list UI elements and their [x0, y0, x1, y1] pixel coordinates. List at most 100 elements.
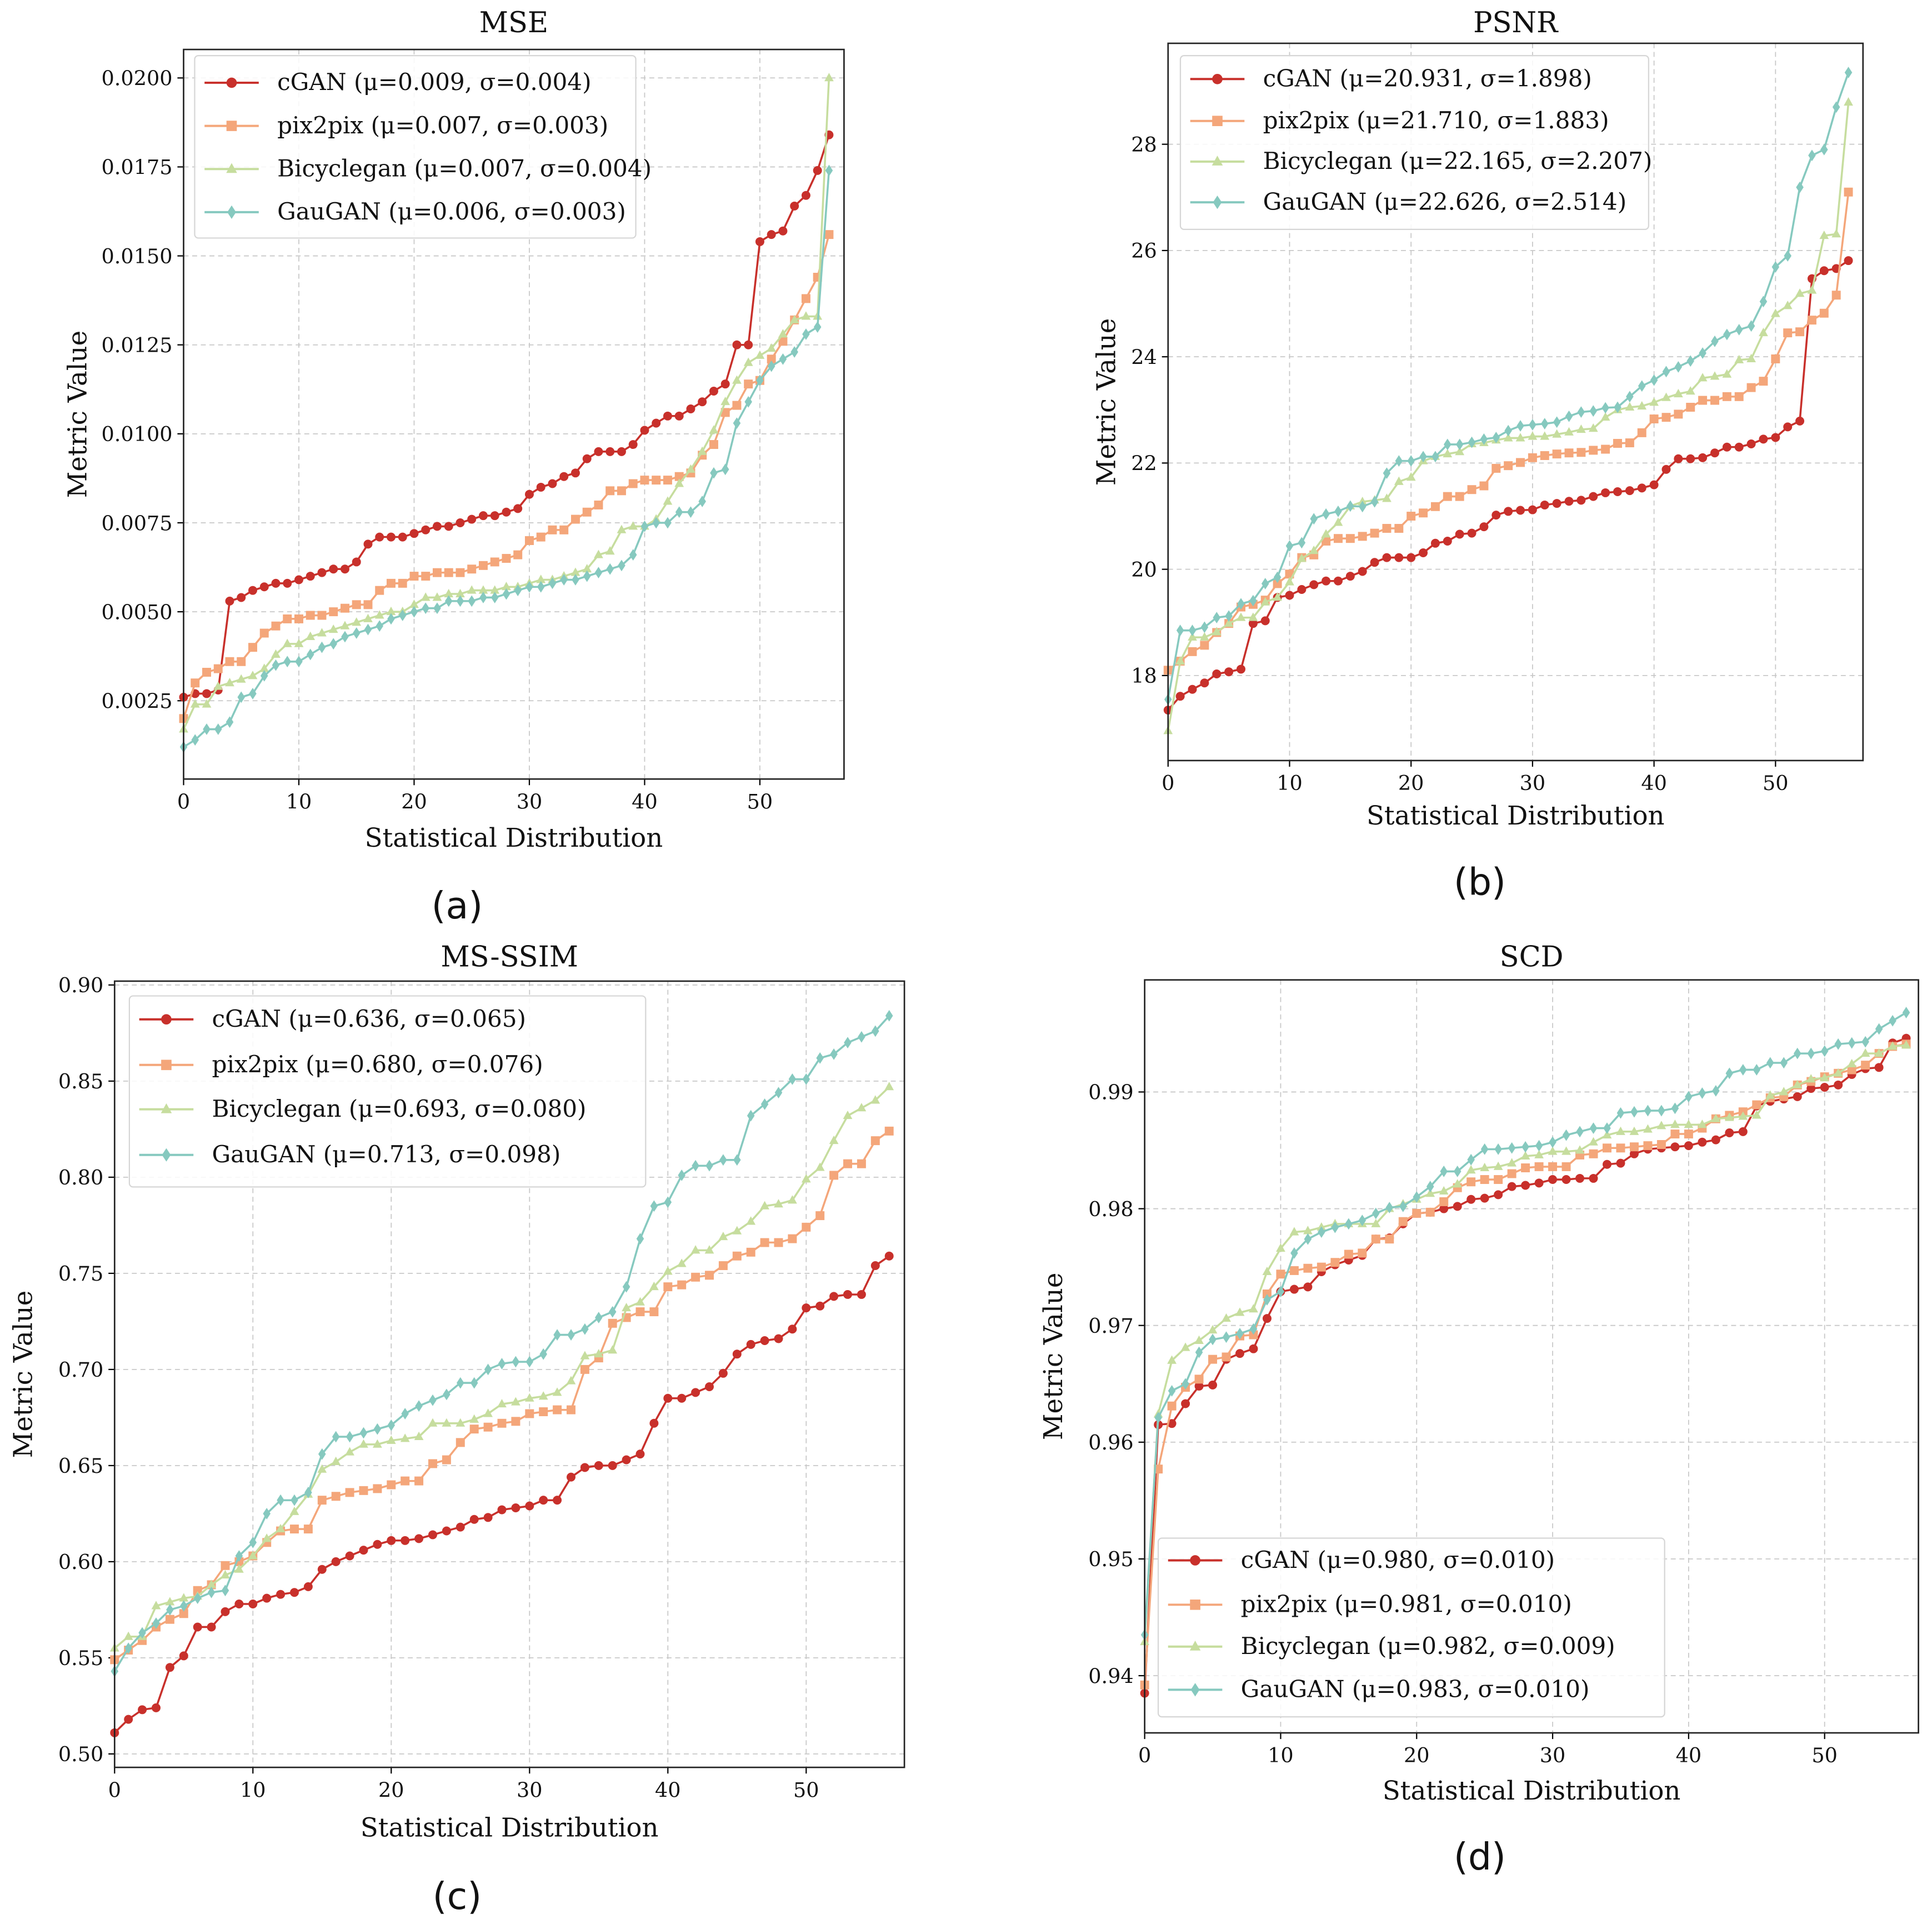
legend-item: pix2pix (μ=0.981, σ=0.010)	[1168, 1591, 1572, 1618]
data-point	[456, 1438, 465, 1447]
data-point	[857, 1290, 866, 1299]
data-point	[401, 1476, 410, 1486]
data-point	[1520, 1151, 1530, 1160]
data-point	[788, 1325, 797, 1334]
data-point	[825, 164, 833, 177]
legend-label: pix2pix (μ=0.007, σ=0.003)	[277, 112, 608, 139]
data-point	[290, 1588, 299, 1597]
y-tick-label: 0.0150	[102, 244, 173, 268]
data-point	[1528, 505, 1537, 514]
data-point	[778, 337, 788, 346]
data-point	[1697, 1120, 1707, 1128]
data-point	[1684, 1141, 1693, 1151]
data-point	[732, 1226, 742, 1235]
data-point	[328, 624, 338, 633]
data-point	[1322, 576, 1331, 586]
y-tick-label: 20	[1131, 558, 1157, 582]
data-point	[663, 1393, 673, 1403]
data-point	[1304, 1233, 1312, 1245]
data-point	[1699, 347, 1706, 359]
legend-frame	[1157, 1537, 1665, 1718]
data-point	[262, 1593, 272, 1603]
y-tick-label: 24	[1131, 345, 1157, 369]
data-point	[650, 1200, 658, 1212]
data-point	[524, 489, 534, 499]
x-tick-label: 20	[1398, 771, 1424, 795]
data-point	[705, 1160, 713, 1172]
data-point	[594, 549, 603, 558]
data-point	[582, 564, 592, 573]
data-point	[1303, 1263, 1313, 1273]
data-point	[359, 1427, 368, 1439]
data-point	[428, 1418, 438, 1427]
data-point	[1832, 101, 1840, 113]
data-point	[456, 588, 465, 598]
legend-label: Bicyclegan (μ=0.982, σ=0.009)	[1241, 1632, 1615, 1660]
data-point	[1200, 641, 1209, 650]
x-tick-label: 20	[1404, 1743, 1430, 1767]
data-point	[570, 567, 580, 576]
y-tick-label: 22	[1131, 452, 1157, 476]
data-point	[179, 1609, 188, 1618]
data-point	[262, 1533, 272, 1542]
data-point	[1224, 618, 1234, 627]
plot-frame	[113, 980, 905, 1768]
data-point	[1262, 1289, 1272, 1298]
data-point	[225, 678, 234, 687]
data-point	[202, 668, 211, 677]
y-tick-label: 0.70	[58, 1358, 103, 1382]
subfigure-caption: (a)	[432, 884, 483, 927]
data-point	[718, 1261, 728, 1271]
data-point	[1548, 1162, 1558, 1171]
data-point	[1419, 451, 1427, 463]
data-point	[1398, 1217, 1408, 1226]
data-point	[294, 638, 304, 647]
x-axis-label: Statistical Distribution	[1367, 801, 1665, 831]
data-point	[1208, 1380, 1218, 1390]
data-point	[801, 191, 810, 200]
data-point	[674, 478, 684, 487]
data-point	[345, 1488, 354, 1497]
data-point	[802, 328, 810, 340]
data-point	[663, 496, 673, 505]
circle-marker-icon	[161, 1014, 172, 1025]
plot-frame	[1144, 979, 1919, 1734]
data-point	[594, 1461, 603, 1470]
y-tick-label: 0.0025	[102, 689, 173, 713]
data-point	[1637, 483, 1646, 493]
data-point	[414, 1476, 424, 1486]
data-point	[884, 1251, 894, 1261]
data-point	[1686, 403, 1695, 412]
data-point	[594, 1349, 604, 1358]
data-point	[678, 1170, 685, 1181]
data-point	[1479, 522, 1489, 532]
series-gaugan	[111, 1010, 893, 1677]
data-point	[304, 1486, 312, 1498]
data-point	[1793, 1092, 1802, 1101]
data-point	[843, 1110, 853, 1120]
data-point	[202, 699, 212, 708]
data-point	[1394, 476, 1404, 485]
data-point	[747, 1110, 755, 1122]
data-point	[1746, 383, 1756, 392]
data-point	[635, 1297, 645, 1306]
data-point	[524, 536, 534, 545]
data-point	[1317, 1262, 1326, 1272]
data-point	[317, 568, 327, 577]
data-point	[1528, 431, 1538, 440]
data-point	[594, 447, 603, 456]
data-point	[1285, 577, 1294, 586]
data-point	[1237, 664, 1245, 674]
x-tick-label: 30	[1540, 1743, 1566, 1767]
data-point	[235, 1550, 243, 1562]
data-point	[1515, 433, 1525, 442]
data-point	[352, 600, 361, 609]
data-point	[421, 572, 431, 581]
chart-title: SCD	[1500, 941, 1564, 973]
data-point	[386, 1435, 396, 1444]
data-point	[1625, 486, 1634, 496]
data-point	[1236, 1328, 1244, 1340]
data-point	[1807, 285, 1817, 294]
data-point	[1783, 301, 1793, 309]
data-point	[1779, 1087, 1789, 1096]
